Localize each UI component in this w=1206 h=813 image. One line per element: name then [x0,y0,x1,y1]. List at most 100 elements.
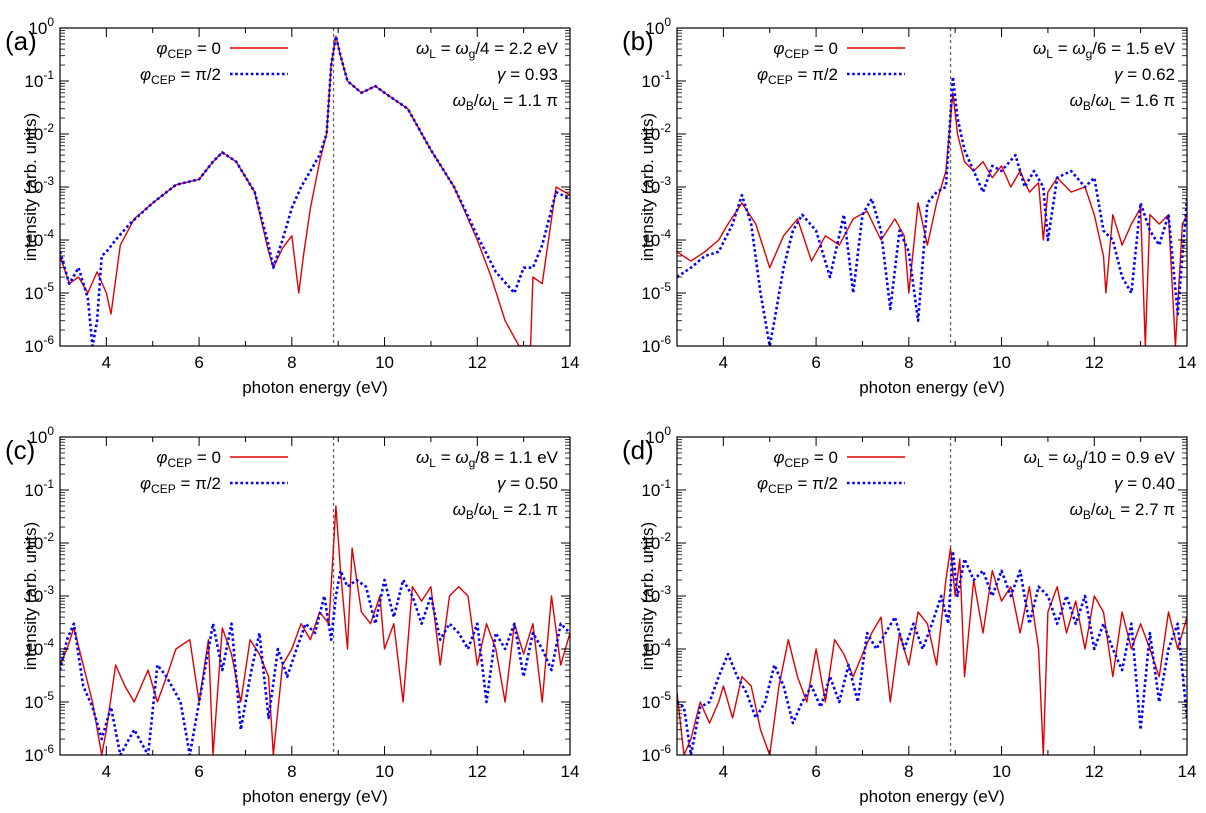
y-tick-exponent: -6 [660,333,671,347]
x-tick-label: 4 [719,762,728,781]
panel-b: 4 6 8 10 12 1410-610-510-410-310-210-1100phot… [622,15,1196,397]
y-tick-label: 100 [28,424,54,447]
annotation-bloch-ratio-rest-a: / [1091,91,1096,110]
legend-label-cep-0: φCEP = 0 [156,448,221,470]
x-axis-label: photon energy (eV) [859,787,1005,806]
y-tick-base: 10 [641,587,660,606]
y-tick-exponent: 0 [47,424,54,438]
y-tick-base: 10 [24,534,43,553]
annotation-laser-frequency-rest-a: = [436,448,455,467]
annotation-laser-frequency-sub2: g [1076,456,1083,470]
x-tick-label: 10 [375,762,394,781]
y-tick-exponent: -3 [43,174,54,188]
y-tick-exponent: -6 [43,333,54,347]
annotation-bloch-ratio-rest-b: ω [479,500,492,519]
y-tick-base: 10 [28,428,47,447]
annotation-bloch-ratio-rest-b: ω [1096,500,1109,519]
y-tick-base: 10 [641,337,660,356]
y-tick-exponent: -1 [43,477,54,491]
y-tick-label: 10-5 [24,689,54,712]
annotation-laser-frequency-sub: L [1046,47,1053,61]
x-tick-label: 8 [287,762,296,781]
y-tick-exponent: -5 [43,280,54,294]
y-tick-label: 10-4 [24,227,54,250]
y-tick-base: 10 [641,72,660,91]
annotation-laser-frequency: ωL = ωg/4 = 2.2 eV [416,39,559,61]
panel-label: (d) [622,435,654,465]
y-tick-base: 10 [24,746,43,765]
annotation-laser-frequency-rest-a: = [1044,448,1063,467]
annotation-laser-frequency-sub2: g [469,47,476,61]
legend-label-cep-0-main: φ [156,39,167,58]
annotation-bloch-ratio-main: ω [1070,500,1083,519]
y-tick-label: 10-5 [641,689,671,712]
y-tick-base: 10 [24,231,43,250]
y-tick-exponent: -3 [660,583,671,597]
legend-label-cep-0-main: φ [773,39,784,58]
x-tick-label: 10 [992,762,1011,781]
y-tick-exponent: -6 [43,742,54,756]
y-tick-exponent: -4 [43,227,54,241]
annotation-laser-frequency-tail: /10 = 0.9 eV [1083,448,1176,467]
series-cep-0-line [60,35,570,346]
y-tick-base: 10 [24,481,43,500]
annotation-laser-frequency-main: ω [416,39,429,58]
x-axis-label: photon energy (eV) [859,378,1005,397]
annotation-bloch-ratio-main: ω [453,91,466,110]
annotation-bloch-ratio-sub: B [1083,99,1091,113]
annotation-bloch-ratio-sub: B [1083,508,1091,522]
x-tick-label: 10 [992,353,1011,372]
annotation-bloch-ratio-main: ω [453,500,466,519]
y-axis-label: intensity (arb. units) [638,522,657,670]
panel-label: (a) [5,26,37,56]
annotation-keldysh-gamma: γ = 0.93 [497,65,558,84]
series-cep-pi2-line [677,549,1187,755]
annotation-laser-frequency: ωL = ωg/8 = 1.1 eV [416,448,559,470]
y-tick-label: 100 [28,15,54,38]
y-tick-label: 10-5 [24,280,54,303]
annotation-bloch-ratio-rest-a: / [1091,500,1096,519]
panel-d: 4 6 8 10 12 1410-610-510-410-310-210-1100phot… [622,424,1196,806]
annotation-bloch-ratio-tail: = 2.7 π [1116,500,1175,519]
y-tick-base: 10 [641,640,660,659]
annotation-laser-frequency-sub: L [1037,456,1044,470]
annotation-laser-frequency-main: ω [1024,448,1037,467]
annotation-laser-frequency-tail: /8 = 1.1 eV [475,448,558,467]
x-tick-label: 10 [375,353,394,372]
annotation-laser-frequency-rest-b: ω [455,448,468,467]
annotation-keldysh-gamma: γ = 0.62 [1114,65,1175,84]
x-tick-label: 12 [468,353,487,372]
x-tick-label: 8 [904,762,913,781]
annotation-bloch-ratio-rest-a: / [474,500,479,519]
series-cep-pi2-line [60,34,570,346]
y-tick-exponent: -4 [660,636,671,650]
series-cep-0-line [677,547,1187,755]
legend-label-cep-0-main: φ [156,448,167,467]
y-tick-label: 10-2 [641,530,671,553]
y-tick-base: 10 [641,534,660,553]
annotation-bloch-ratio: ωB/ωL = 1.1 π [453,91,558,113]
legend-label-cep-pi2-sub: CEP [768,482,793,496]
annotation-laser-frequency-main: ω [416,448,429,467]
y-tick-exponent: -2 [43,121,54,135]
y-tick-base: 10 [24,693,43,712]
annotation-laser-frequency: ωL = ωg/6 = 1.5 eV [1033,39,1176,61]
y-axis-label: intensity (arb. units) [21,522,40,670]
y-tick-label: 10-2 [641,121,671,144]
legend-label-cep-0: φCEP = 0 [773,39,838,61]
series-cep-pi2-line [60,569,570,755]
y-tick-base: 10 [24,587,43,606]
y-tick-base: 10 [24,125,43,144]
annotation-laser-frequency: ωL = ωg/10 = 0.9 eV [1024,448,1176,470]
y-tick-base: 10 [641,746,660,765]
legend-label-cep-pi2: φCEP = π/2 [757,65,838,87]
annotation-bloch-ratio: ωB/ωL = 2.7 π [1070,500,1175,522]
annotation-keldysh-gamma-tail: = 0.40 [1123,474,1175,493]
x-axis-label: photon energy (eV) [242,378,388,397]
y-tick-base: 10 [24,72,43,91]
annotation-laser-frequency-rest-b: ω [1072,39,1085,58]
legend-label-cep-pi2: φCEP = π/2 [140,474,221,496]
legend-label-cep-pi2-main: φ [140,65,151,84]
y-tick-base: 10 [28,19,47,38]
y-tick-label: 100 [645,424,671,447]
